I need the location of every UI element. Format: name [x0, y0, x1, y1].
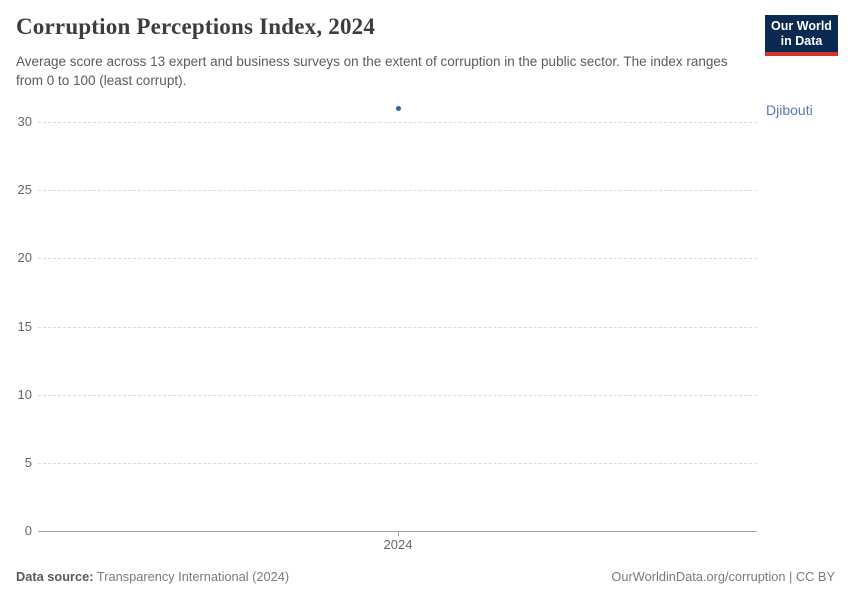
y-tick-label-10: 10	[17, 386, 32, 402]
x-tick-label: 2024	[383, 537, 413, 552]
y-tick-label-30: 30	[17, 114, 32, 130]
x-axis-line	[38, 531, 757, 532]
chart-subtitle: Average score across 13 expert and busin…	[16, 54, 728, 88]
gridline-y-30	[38, 122, 757, 124]
chart-footer: Data source: Transparency International …	[16, 569, 835, 584]
owid-logo: Our World in Data	[765, 15, 838, 56]
gridline-y-25	[38, 190, 757, 192]
attribution: OurWorldinData.org/corruption | CC BY	[611, 569, 835, 584]
x-tick-mark	[398, 531, 399, 536]
y-tick-label-0: 0	[24, 523, 32, 538]
data-source-note: Data source: Transparency International …	[16, 569, 289, 584]
series-label-djibouti[interactable]: Djibouti	[766, 102, 813, 119]
y-tick-label-25: 25	[17, 182, 32, 198]
data-point-djibouti[interactable]	[396, 106, 401, 112]
y-tick-label-15: 15	[17, 318, 32, 334]
gridline-y-15	[38, 326, 757, 328]
chart-title: Corruption Perceptions Index, 2024	[16, 14, 376, 39]
y-tick-label-5: 5	[24, 454, 32, 470]
gridline-y-5	[38, 462, 757, 464]
gridline-y-10	[38, 394, 757, 396]
owid-logo-line2: in Data	[780, 33, 823, 48]
owid-logo-line1: Our World	[771, 18, 832, 33]
y-tick-label-20: 20	[17, 250, 32, 266]
gridline-y-20	[38, 258, 757, 260]
data-source-label: Data source:	[16, 569, 94, 584]
data-source-value: Transparency International (2024)	[93, 569, 290, 584]
